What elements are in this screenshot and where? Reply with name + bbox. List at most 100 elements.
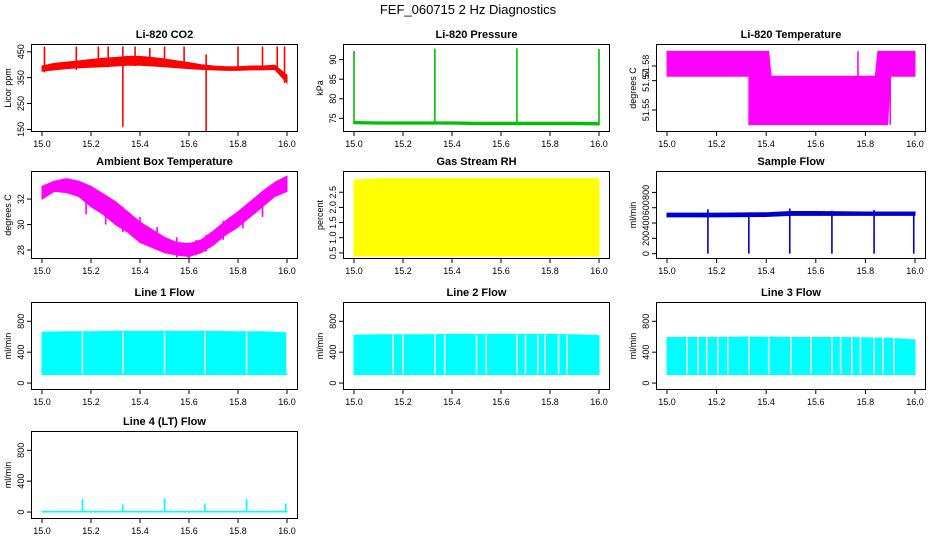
- plot-frame: [343, 302, 610, 390]
- x-tick-label: 15.8: [857, 266, 875, 276]
- x-tick-label: 15.6: [807, 397, 825, 407]
- x-tick-label: 15.0: [658, 139, 676, 149]
- y-tick-label: 80: [328, 94, 338, 104]
- y-axis-label: ml/min: [3, 333, 13, 360]
- x-tick-label: 16.0: [906, 139, 924, 149]
- x-tick-label: 15.2: [394, 139, 412, 149]
- x-tick-label: 16.0: [278, 266, 296, 276]
- x-tick-label: 15.6: [180, 526, 198, 536]
- data-band: [353, 178, 600, 257]
- series-group: [353, 333, 600, 376]
- plot-frame: [31, 431, 298, 519]
- data-band: [41, 55, 288, 85]
- x-tick-label: 15.8: [541, 397, 559, 407]
- chart-panel: Sample Flow 15.0 15.2 15.4 15.6 15.8 16.0 0 2004…: [628, 156, 926, 276]
- y-tick-label: 51.57: [641, 69, 651, 92]
- series-group: [666, 208, 916, 254]
- figure-title: FEF_060715 2 Hz Diagnostics: [379, 2, 557, 17]
- x-tick-label: 15.0: [33, 397, 51, 407]
- chart-panel: Ambient Box Temperature 15.0 15.2 15.4 15.6 1…: [3, 156, 298, 276]
- y-tick-label: 200: [641, 231, 651, 246]
- chart-title: Ambient Box Temperature: [96, 156, 233, 168]
- x-tick-label: 15.0: [33, 526, 51, 536]
- y-tick-label: 800: [641, 185, 651, 200]
- x-tick-label: 15.0: [345, 139, 363, 149]
- x-tick-label: 15.0: [345, 266, 363, 276]
- x-tick-label: 16.0: [590, 266, 608, 276]
- y-tick-label: 0.5: [328, 247, 338, 260]
- x-tick-label: 15.4: [443, 139, 461, 149]
- series-group: [353, 48, 600, 126]
- x-tick-label: 15.4: [757, 266, 775, 276]
- y-tick-label: 800: [641, 314, 651, 329]
- x-tick-label: 15.2: [708, 266, 726, 276]
- data-band: [666, 50, 916, 126]
- x-tick-label: 15.8: [857, 139, 875, 149]
- x-tick-label: 15.2: [82, 397, 100, 407]
- chart-panel: Gas Stream RH 15.0 15.2 15.4 15.6 15.8 16.0 0.5…: [315, 156, 610, 276]
- y-tick-label: 400: [328, 345, 338, 360]
- x-tick-label: 15.4: [443, 266, 461, 276]
- y-tick-label: 0: [328, 381, 338, 386]
- x-tick-label: 15.2: [82, 526, 100, 536]
- y-tick-label: 600: [641, 200, 651, 215]
- x-tick-label: 16.0: [590, 139, 608, 149]
- x-tick-label: 16.0: [590, 397, 608, 407]
- chart-panel: Li-820 Temperature 15.0 15.2 15.4 15.6 15.8 16…: [628, 29, 926, 149]
- y-axis-label: percent: [315, 199, 325, 230]
- y-tick-label: 800: [16, 314, 26, 329]
- x-tick-label: 15.2: [708, 139, 726, 149]
- chart-title: Line 3 Flow: [761, 287, 821, 299]
- x-tick-label: 16.0: [906, 397, 924, 407]
- y-tick-label: 85: [328, 74, 338, 84]
- series-group: [41, 498, 288, 513]
- x-tick-label: 15.8: [541, 139, 559, 149]
- y-axis-label: ml/min: [3, 462, 13, 489]
- y-tick-label: 1.0: [328, 232, 338, 245]
- x-tick-label: 15.8: [857, 397, 875, 407]
- chart-title: Li-820 Temperature: [741, 29, 842, 41]
- y-tick-label: 450: [16, 44, 26, 59]
- y-tick-label: 400: [641, 345, 651, 360]
- x-tick-label: 15.4: [131, 526, 149, 536]
- y-tick-label: 250: [16, 96, 26, 111]
- plot-frame: [343, 171, 610, 259]
- plot-frame: [343, 44, 610, 132]
- x-tick-label: 15.6: [492, 397, 510, 407]
- data-band: [41, 175, 288, 257]
- y-tick-label: 2.0: [328, 201, 338, 214]
- chart-title: Gas Stream RH: [436, 156, 516, 168]
- x-tick-label: 15.0: [33, 139, 51, 149]
- x-tick-label: 15.0: [345, 397, 363, 407]
- x-tick-label: 15.8: [229, 266, 247, 276]
- y-axis-label: ml/min: [315, 333, 325, 360]
- y-tick-label: 32: [16, 194, 26, 204]
- x-tick-label: 15.6: [180, 397, 198, 407]
- x-tick-label: 15.6: [807, 266, 825, 276]
- y-tick-label: 1.5: [328, 216, 338, 229]
- y-tick-label: 350: [16, 70, 26, 85]
- y-tick-label: 400: [641, 216, 651, 231]
- series-group: [41, 175, 288, 258]
- y-axis-label: ml/min: [628, 333, 638, 360]
- x-tick-label: 15.2: [82, 266, 100, 276]
- x-tick-label: 15.4: [757, 397, 775, 407]
- y-axis-label: Licor ppm: [3, 68, 13, 108]
- series-group: [41, 46, 288, 131]
- chart-title: Sample Flow: [757, 156, 825, 168]
- y-tick-label: 150: [16, 122, 26, 137]
- chart-panel: Line 4 (LT) Flow 15.0 15.2 15.4 15.6 15.8 16.0…: [3, 416, 298, 536]
- x-tick-label: 15.0: [33, 266, 51, 276]
- y-tick-label: 0: [16, 381, 26, 386]
- plot-frame: [31, 171, 298, 259]
- data-band: [353, 120, 600, 126]
- y-tick-label: 30: [16, 220, 26, 230]
- x-tick-label: 15.2: [708, 397, 726, 407]
- series-group: [666, 336, 916, 376]
- series-group: [353, 178, 600, 257]
- y-tick-label: 400: [16, 474, 26, 489]
- y-tick-label: 51.58: [641, 55, 651, 78]
- y-axis-label: kPa: [315, 80, 325, 96]
- y-tick-label: 90: [328, 55, 338, 65]
